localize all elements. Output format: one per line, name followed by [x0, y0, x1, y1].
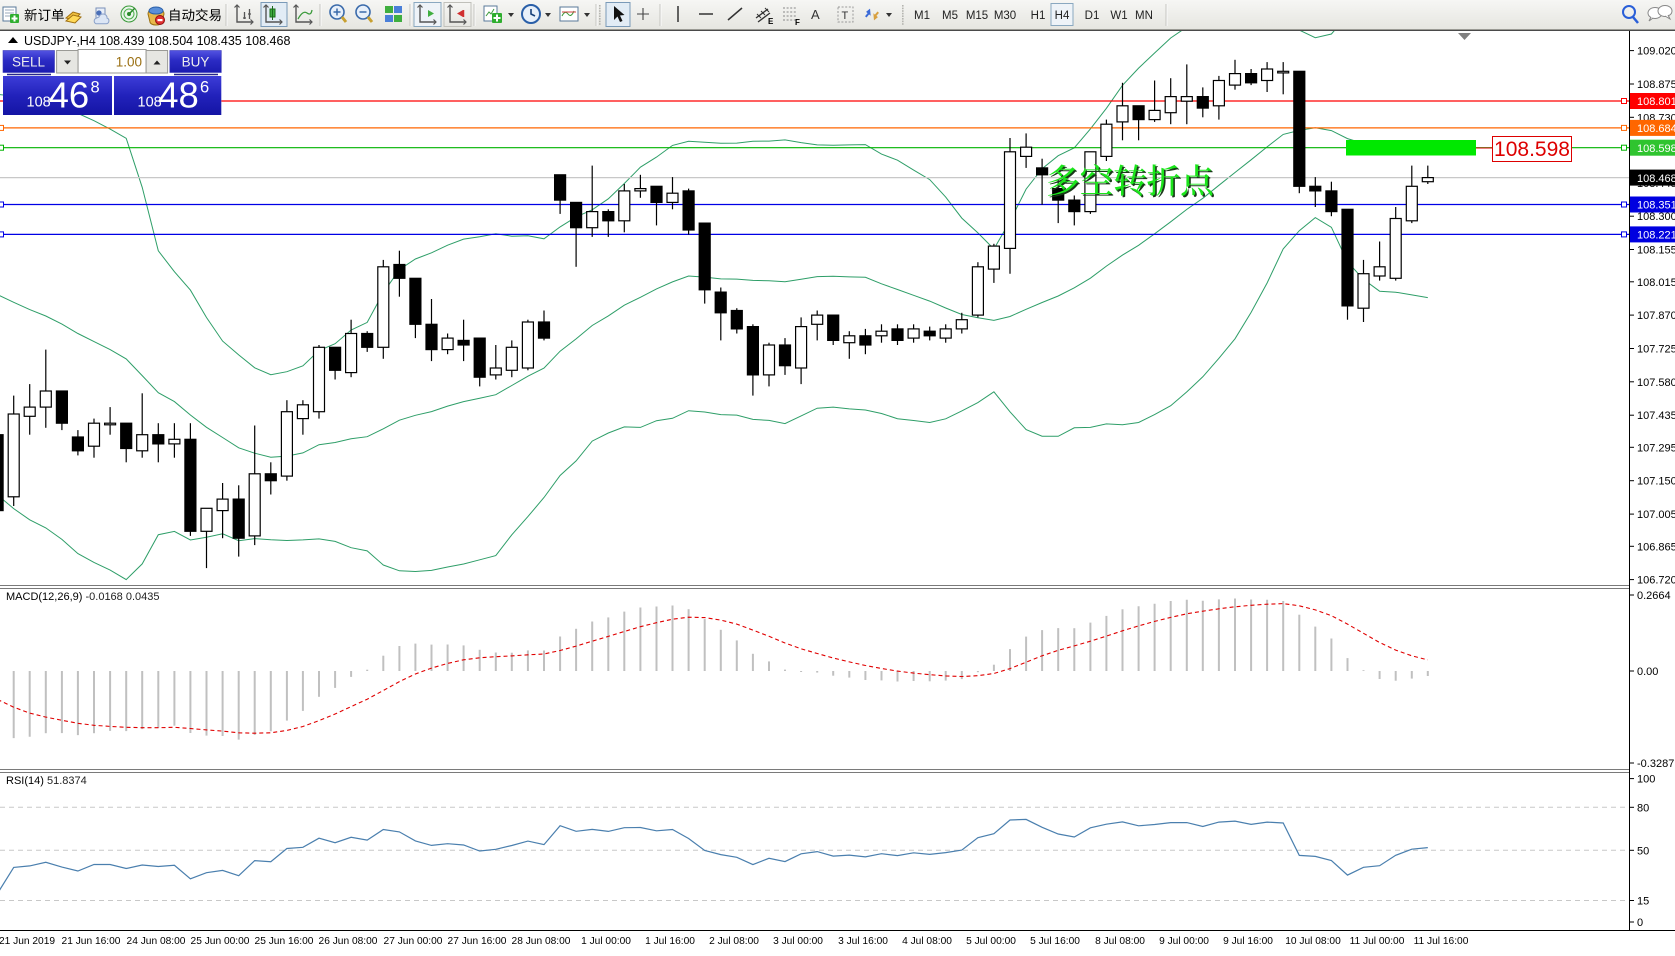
svg-text:107.870: 107.870 — [1637, 310, 1675, 322]
svg-text:80: 80 — [1637, 802, 1649, 814]
svg-text:8: 8 — [91, 78, 100, 96]
svg-text:106.865: 106.865 — [1637, 541, 1675, 553]
svg-text:11 Jul 16:00: 11 Jul 16:00 — [1414, 936, 1469, 947]
svg-text:107.295: 107.295 — [1637, 442, 1675, 454]
svg-text:3 Jul 16:00: 3 Jul 16:00 — [838, 936, 888, 947]
svg-text:H1: H1 — [1031, 10, 1046, 22]
svg-text:M1: M1 — [914, 10, 930, 22]
svg-text:108.598: 108.598 — [1494, 138, 1570, 161]
svg-text:27 Jun 16:00: 27 Jun 16:00 — [448, 936, 507, 947]
svg-text:-0.3287: -0.3287 — [1637, 758, 1674, 770]
svg-text:107.435: 107.435 — [1637, 410, 1675, 422]
svg-text:M5: M5 — [942, 10, 958, 22]
svg-text:9 Jul 00:00: 9 Jul 00:00 — [1159, 936, 1209, 947]
svg-text:11 Jul 00:00: 11 Jul 00:00 — [1350, 936, 1405, 947]
svg-text:108.875: 108.875 — [1637, 79, 1675, 91]
svg-text:SELL: SELL — [12, 55, 46, 70]
svg-text:1.00: 1.00 — [116, 55, 142, 70]
svg-text:M30: M30 — [994, 10, 1016, 22]
svg-text:50: 50 — [1637, 845, 1649, 857]
svg-text:5 Jul 00:00: 5 Jul 00:00 — [966, 936, 1016, 947]
svg-text:108.684: 108.684 — [1637, 123, 1675, 135]
svg-text:E: E — [768, 17, 774, 26]
svg-text:6: 6 — [200, 78, 209, 96]
svg-text:108.300: 108.300 — [1637, 211, 1675, 223]
svg-text:107.005: 107.005 — [1637, 509, 1675, 521]
svg-text:0: 0 — [1637, 917, 1643, 929]
svg-text:107.725: 107.725 — [1637, 344, 1675, 356]
svg-text:1 Jul 00:00: 1 Jul 00:00 — [581, 936, 631, 947]
svg-text:107.150: 107.150 — [1637, 476, 1675, 488]
svg-text:MACD(12,26,9) -0.0168 0.0435: MACD(12,26,9) -0.0168 0.0435 — [6, 591, 160, 603]
svg-text:27 Jun 00:00: 27 Jun 00:00 — [384, 936, 443, 947]
svg-text:108.155: 108.155 — [1637, 245, 1675, 257]
svg-text:8 Jul 08:00: 8 Jul 08:00 — [1095, 936, 1145, 947]
svg-text:1 Jul 16:00: 1 Jul 16:00 — [645, 936, 695, 947]
svg-text:48: 48 — [158, 74, 199, 115]
svg-text:21 Jun 2019: 21 Jun 2019 — [0, 936, 55, 947]
svg-text:26 Jun 08:00: 26 Jun 08:00 — [319, 936, 378, 947]
svg-text:T: T — [842, 10, 849, 22]
svg-text:108: 108 — [27, 95, 51, 111]
svg-text:15: 15 — [1637, 896, 1649, 908]
svg-text:108.015: 108.015 — [1637, 277, 1675, 289]
svg-text:M15: M15 — [966, 10, 988, 22]
svg-text:21 Jun 16:00: 21 Jun 16:00 — [62, 936, 121, 947]
svg-text:109.020: 109.020 — [1637, 46, 1675, 58]
svg-text:F: F — [795, 18, 800, 27]
svg-text:106.720: 106.720 — [1637, 575, 1675, 587]
svg-text:4 Jul 08:00: 4 Jul 08:00 — [902, 936, 952, 947]
svg-text:0.2664: 0.2664 — [1637, 590, 1671, 602]
svg-text:10 Jul 08:00: 10 Jul 08:00 — [1285, 936, 1341, 947]
svg-text:108.801: 108.801 — [1637, 96, 1675, 108]
svg-text:H4: H4 — [1055, 10, 1070, 22]
svg-text:108.598: 108.598 — [1637, 143, 1675, 155]
svg-text:RSI(14) 51.8374: RSI(14) 51.8374 — [6, 775, 87, 787]
svg-text:108.468: 108.468 — [1637, 173, 1675, 185]
svg-text:MN: MN — [1135, 10, 1153, 22]
svg-text:24 Jun 08:00: 24 Jun 08:00 — [127, 936, 186, 947]
svg-text:28 Jun 08:00: 28 Jun 08:00 — [512, 936, 571, 947]
svg-text:108: 108 — [138, 95, 162, 111]
svg-text:108.221: 108.221 — [1637, 230, 1675, 242]
svg-text:46: 46 — [49, 74, 90, 115]
svg-text:0.00: 0.00 — [1637, 666, 1658, 678]
svg-text:A: A — [811, 7, 820, 22]
svg-text:D1: D1 — [1085, 10, 1100, 22]
svg-text:25 Jun 16:00: 25 Jun 16:00 — [255, 936, 314, 947]
svg-text:W1: W1 — [1110, 10, 1127, 22]
svg-text:3 Jul 00:00: 3 Jul 00:00 — [773, 936, 823, 947]
svg-text:BUY: BUY — [182, 55, 210, 70]
svg-text:100: 100 — [1637, 774, 1655, 786]
svg-text:108.351: 108.351 — [1637, 200, 1675, 212]
svg-text:2 Jul 08:00: 2 Jul 08:00 — [709, 936, 759, 947]
svg-text:9 Jul 16:00: 9 Jul 16:00 — [1223, 936, 1273, 947]
svg-text:107.580: 107.580 — [1637, 377, 1675, 389]
svg-text:USDJPY-,H4 108.439 108.504 10: USDJPY-,H4 108.439 108.504 108.435 108.4… — [24, 34, 290, 48]
svg-text:25 Jun 00:00: 25 Jun 00:00 — [191, 936, 250, 947]
svg-text:5 Jul 16:00: 5 Jul 16:00 — [1030, 936, 1080, 947]
